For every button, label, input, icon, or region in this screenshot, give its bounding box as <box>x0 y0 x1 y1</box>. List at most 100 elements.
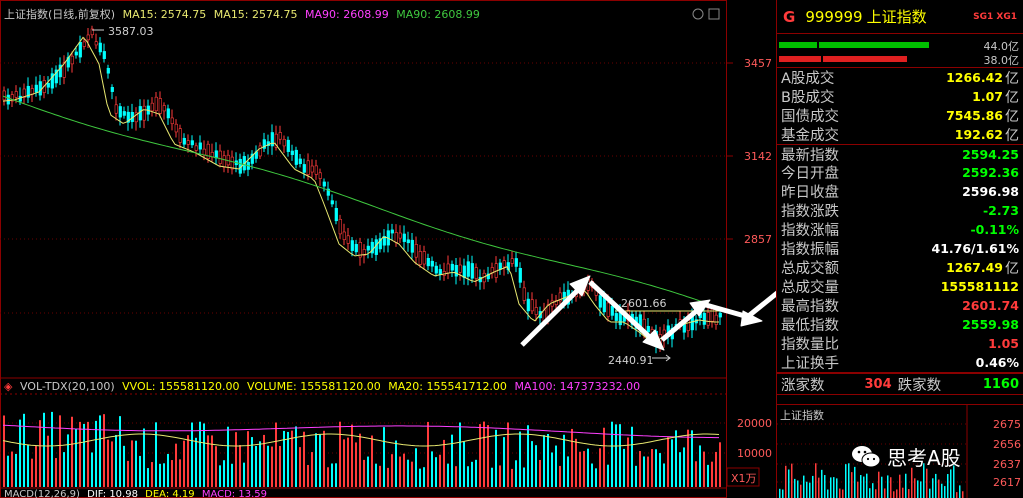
candle <box>418 251 422 265</box>
volume-bar <box>539 459 541 487</box>
candle <box>222 155 226 168</box>
volume-bar <box>703 451 705 487</box>
mini-volume-bar <box>938 479 940 498</box>
candle <box>278 132 282 140</box>
mini-volume-bar <box>827 489 829 498</box>
mini-volume-bar <box>824 475 826 498</box>
candle <box>526 298 530 312</box>
volume-bar <box>63 452 65 487</box>
candle <box>398 232 402 239</box>
price-axis: 3457 3142 2857 20000 10000 <box>727 57 772 460</box>
candle <box>646 325 650 333</box>
volume-bar <box>391 454 393 487</box>
volume-bar <box>527 425 529 487</box>
candle <box>426 257 430 267</box>
candle <box>466 261 470 277</box>
mini-volume-bar <box>782 489 784 498</box>
macd-label: MACD: 13.59 <box>201 489 267 498</box>
volume-bar <box>127 460 129 487</box>
mini-volume-bar <box>887 475 889 498</box>
volume-bar <box>99 415 101 487</box>
candle <box>382 236 386 246</box>
settings-icon[interactable] <box>692 8 704 20</box>
candle <box>718 312 722 318</box>
volume-bar <box>647 456 649 487</box>
stat-label: 国债成交 <box>781 109 839 125</box>
candle <box>142 105 146 121</box>
volume-bar <box>35 445 37 487</box>
price-chart[interactable]: 3457 3142 2857 20000 10000 3587.03 2601.… <box>0 0 776 498</box>
candle <box>374 239 378 255</box>
volume-bar <box>683 447 685 487</box>
candle <box>202 148 206 156</box>
volume-bar <box>587 448 589 487</box>
mini-volume-bar <box>902 487 904 498</box>
volume-bar <box>467 466 469 487</box>
stat-value: 2559.98 <box>962 317 1019 332</box>
price-annotations: 3587.03 2601.66 2440.91 <box>92 25 722 367</box>
stat-row: 国债成交 7545.86 亿 <box>777 106 1023 125</box>
volume-bar <box>59 415 61 487</box>
volume-bar <box>363 459 365 487</box>
mini-volume-bar <box>926 468 928 498</box>
volume-bar <box>87 421 89 487</box>
volume-bar <box>71 416 73 487</box>
candle <box>334 208 338 222</box>
stat-unit: 亿 <box>1005 260 1019 277</box>
volume-bar <box>523 467 525 487</box>
volume-bar <box>615 424 617 487</box>
header-tag: SG1 XG1 <box>973 11 1017 22</box>
volume-bar <box>67 434 69 487</box>
volume-bar <box>531 441 533 487</box>
volume-bar <box>431 451 433 487</box>
candle <box>486 273 490 280</box>
volume-bar <box>495 429 497 487</box>
candle <box>450 263 454 271</box>
candle <box>198 142 202 150</box>
volume-bar <box>483 421 485 487</box>
volume-legend: ◈ VOL-TDX(20,100) VVOL: 155581120.00 VOL… <box>4 380 641 393</box>
stat-label: 总成交量 <box>781 280 839 296</box>
quote-panel: G 999999 上证指数 SG1 XG1 44.0亿 38.0亿 A股成交 12… <box>776 0 1023 498</box>
volume-bar <box>247 431 249 487</box>
mini-intraday-chart[interactable]: 2675 2656 2637 2617 上证指数 思考A股 <box>777 404 1023 498</box>
window-controls[interactable] <box>692 8 720 20</box>
volume-bar <box>135 440 137 487</box>
candle <box>34 84 38 93</box>
volume-bar <box>455 466 457 487</box>
volume-bar <box>31 458 33 487</box>
candle <box>354 244 358 253</box>
stat-label: 最低指数 <box>781 318 839 334</box>
quote-header[interactable]: G 999999 上证指数 SG1 XG1 <box>777 0 1023 34</box>
ma15-label-b: MA15: 2574.75 <box>213 8 298 21</box>
kline-chart-panel[interactable]: 3457 3142 2857 20000 10000 3587.03 2601.… <box>0 0 776 498</box>
candle <box>86 34 90 41</box>
stat-value: 2594.25 <box>962 146 1019 162</box>
mini-volume-bar <box>872 483 874 498</box>
candle <box>194 145 198 151</box>
volume-bar <box>631 426 633 487</box>
volume-bar <box>39 420 41 487</box>
candle <box>10 94 14 102</box>
candle <box>322 181 326 187</box>
volume-bar <box>599 448 601 487</box>
candle <box>230 156 234 170</box>
volume-bar <box>515 460 517 487</box>
volume-bar <box>163 463 165 487</box>
candle <box>350 240 354 251</box>
mini-volume-bar <box>875 489 877 498</box>
volume-bar <box>711 461 713 487</box>
watermark-text: 思考A股 <box>887 446 961 470</box>
volume-bar <box>155 422 157 487</box>
mini-volume-bar <box>842 489 844 498</box>
candle <box>178 128 182 143</box>
stat-value: 155581112 <box>940 279 1019 294</box>
volume-bar <box>7 455 9 487</box>
expand-icon[interactable] <box>708 8 720 20</box>
volume-bar <box>263 434 265 487</box>
volume-bar <box>359 433 361 487</box>
candle <box>250 153 254 164</box>
volume-bar <box>611 421 613 487</box>
dea-label: DEA: 4.19 <box>145 489 195 498</box>
candle <box>26 85 30 98</box>
